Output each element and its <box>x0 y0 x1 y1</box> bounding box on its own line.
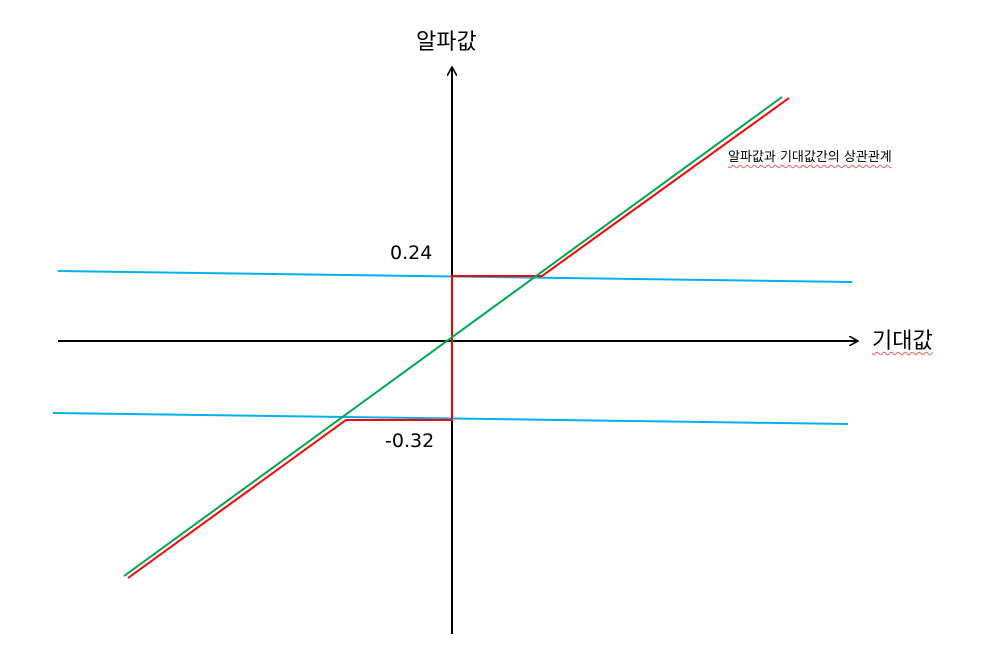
upper-value-label: 0.24 <box>390 242 433 264</box>
lower-blue-line <box>52 412 849 425</box>
lower-value-label: -0.32 <box>385 430 435 452</box>
red-relation-line <box>127 97 790 579</box>
green-diagonal-line <box>123 96 783 577</box>
x-axis-label: 기대값 <box>872 323 933 355</box>
x-axis-label-text: 기대값 <box>872 329 933 354</box>
caption-text: 알파값과 기대값간의 상관관계 <box>728 150 892 165</box>
y-axis-label: 알파값 <box>416 30 477 55</box>
caption-label: 알파값과 기대값간의 상관관계 <box>728 146 892 165</box>
